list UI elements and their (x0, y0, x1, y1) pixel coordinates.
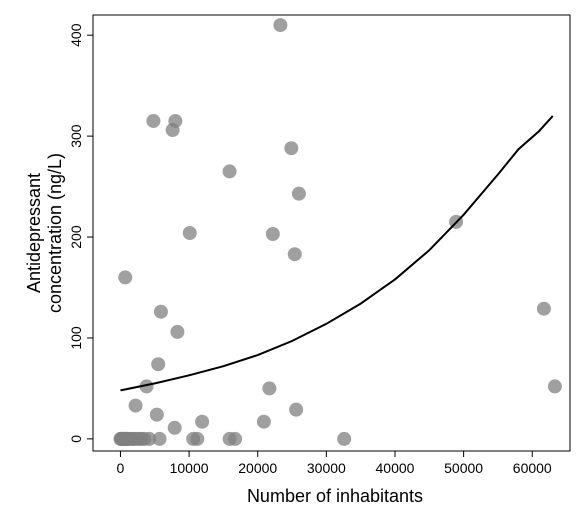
y-tick-label: 400 (68, 23, 84, 47)
y-tick-label: 100 (68, 326, 84, 350)
data-point (222, 164, 237, 179)
y-axis-title-line2: concentration (ng/L) (45, 153, 65, 313)
data-point (256, 414, 271, 429)
data-point (337, 431, 352, 446)
data-point (182, 226, 197, 240)
x-tick-label: 60000 (513, 460, 552, 476)
plot-frame (92, 14, 571, 452)
x-tick-label: 0 (117, 460, 125, 476)
data-points (113, 18, 562, 446)
data-point (262, 381, 277, 396)
data-point (265, 227, 280, 242)
data-point (287, 247, 302, 262)
y-axis: 0 100 200 300 400 (68, 23, 93, 443)
data-point (128, 398, 143, 413)
data-point (289, 402, 304, 417)
data-point (152, 431, 167, 446)
data-point (536, 301, 551, 316)
data-point (284, 141, 299, 156)
x-axis-title: Number of inhabitants (247, 486, 423, 506)
y-tick-label: 0 (68, 435, 84, 443)
x-tick-label: 50000 (444, 460, 483, 476)
data-point (149, 407, 164, 422)
data-point (139, 379, 154, 394)
fitted-curve (120, 115, 554, 392)
x-tick-label: 20000 (238, 460, 277, 476)
x-tick-label: 10000 (170, 460, 209, 476)
data-point (167, 420, 182, 435)
data-point (146, 113, 161, 128)
y-axis-title-line1: Antidepressant (24, 173, 44, 293)
data-point (190, 431, 205, 446)
data-point (142, 431, 157, 446)
data-point (118, 270, 133, 285)
data-point (547, 379, 562, 394)
data-point (273, 18, 288, 33)
data-point (228, 431, 243, 446)
data-point (168, 113, 183, 128)
x-tick-label: 40000 (376, 460, 415, 476)
data-point (170, 324, 185, 339)
y-tick-label: 300 (68, 124, 84, 148)
data-point (195, 414, 210, 429)
y-tick-label: 200 (68, 225, 84, 249)
data-point (151, 357, 166, 372)
data-point (291, 186, 306, 201)
x-tick-label: 30000 (307, 460, 346, 476)
x-axis: 0 10000 20000 30000 40000 50000 60000 (117, 451, 552, 476)
data-point (153, 304, 168, 319)
